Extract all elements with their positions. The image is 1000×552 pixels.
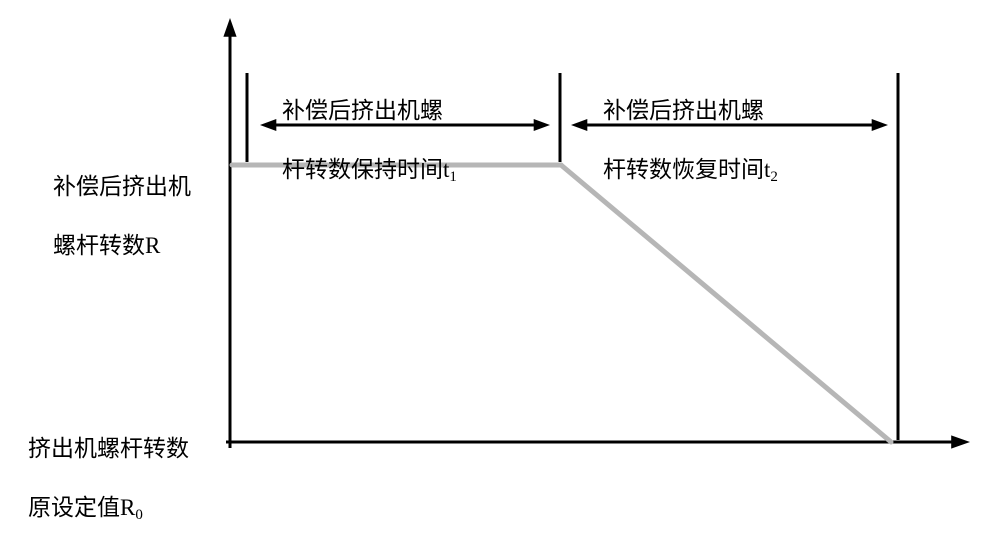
y-axis-low-label: 挤出机螺杆转数 原设定值R0 [5,405,189,552]
t2-sub-two: 2 [770,169,778,185]
t1-sub-one: 1 [449,169,457,185]
y-low-line1: 挤出机螺杆转数 [28,436,189,461]
y-high-line2: 螺杆转数R [53,233,160,258]
t2-interval-label: 补偿后挤出机螺 杆转数恢复时间t2 [580,67,778,214]
t2-line2: 杆转数恢复时间t [603,157,770,182]
y-low-line2: 原设定值R [28,495,135,520]
y-low-sub-zero: 0 [135,507,143,523]
t1-line1: 补偿后挤出机螺 [282,98,443,123]
y-axis-high-label: 补偿后挤出机 螺杆转数R [30,143,191,290]
t1-interval-label: 补偿后挤出机螺 杆转数保持时间t1 [259,67,457,214]
diagram-stage: 补偿后挤出机 螺杆转数R 挤出机螺杆转数 原设定值R0 补偿后挤出机螺 杆转数保… [0,0,1000,534]
y-high-line1: 补偿后挤出机 [53,174,191,199]
t2-line1: 补偿后挤出机螺 [603,98,764,123]
t1-line2: 杆转数保持时间t [282,157,449,182]
